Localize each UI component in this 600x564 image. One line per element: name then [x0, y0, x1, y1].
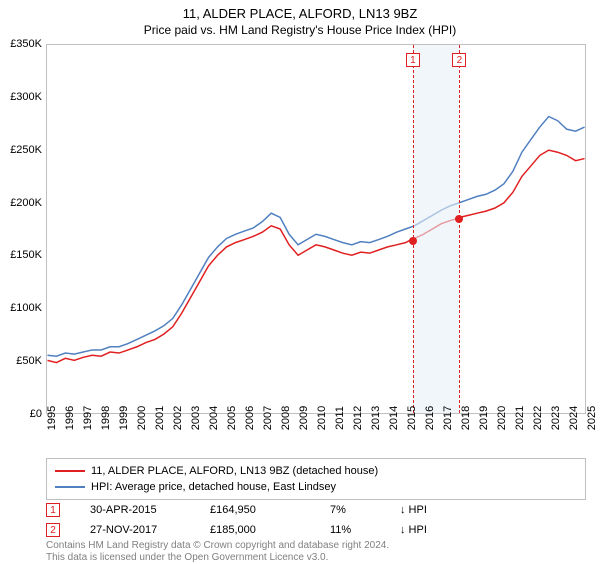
sale-price: £185,000: [210, 524, 300, 536]
plot-area: 12: [46, 44, 586, 414]
license-line-2: This data is licensed under the Open Gov…: [46, 552, 389, 564]
x-tick-label: 2015: [406, 406, 418, 430]
y-tick-label: £350K: [10, 38, 42, 50]
x-tick-label: 1997: [82, 406, 94, 430]
sale-vline: [459, 45, 460, 413]
chart-container: 11, ALDER PLACE, ALFORD, LN13 9BZ Price …: [0, 0, 600, 560]
sale-marker-box: 1: [406, 53, 420, 67]
sale-point-dot: [409, 237, 417, 245]
x-tick-label: 2004: [208, 406, 220, 430]
x-tick-label: 2011: [334, 406, 346, 430]
x-tick-label: 2006: [244, 406, 256, 430]
x-tick-label: 1999: [118, 406, 130, 430]
sales-table: 1 30-APR-2015 £164,950 7% ↓ HPI 2 27-NOV-2017 £…: [46, 500, 586, 540]
x-tick-label: 2023: [550, 406, 562, 430]
x-tick-label: 2002: [172, 406, 184, 430]
series-line: [47, 117, 584, 357]
chart-title: 11, ALDER PLACE, ALFORD, LN13 9BZ: [0, 0, 600, 23]
sale-row-marker: 1: [46, 503, 60, 517]
sale-pct: 11%: [330, 524, 370, 536]
x-tick-label: 2024: [568, 406, 580, 430]
x-tick-label: 2008: [280, 406, 292, 430]
chart-svg: [47, 45, 585, 413]
sale-row: 2 27-NOV-2017 £185,000 11% ↓ HPI: [46, 520, 586, 540]
x-tick-label: 1995: [46, 406, 58, 430]
x-tick-label: 2013: [370, 406, 382, 430]
sale-point-dot: [455, 215, 463, 223]
y-tick-label: £250K: [10, 144, 42, 156]
license-line-1: Contains HM Land Registry data © Crown c…: [46, 540, 389, 552]
sale-vline: [413, 45, 414, 413]
legend-swatch: [55, 486, 85, 488]
sale-row: 1 30-APR-2015 £164,950 7% ↓ HPI: [46, 500, 586, 520]
legend-label: HPI: Average price, detached house, East…: [91, 481, 336, 493]
legend-box: 11, ALDER PLACE, ALFORD, LN13 9BZ (detac…: [46, 458, 586, 500]
y-tick-label: £200K: [10, 197, 42, 209]
sale-note: ↓ HPI: [400, 524, 490, 536]
x-tick-label: 2019: [478, 406, 490, 430]
x-tick-label: 2001: [154, 406, 166, 430]
series-line: [47, 150, 584, 362]
x-tick-label: 2010: [316, 406, 328, 430]
legend-label: 11, ALDER PLACE, ALFORD, LN13 9BZ (detac…: [91, 465, 378, 477]
sale-marker-box: 2: [452, 53, 466, 67]
legend-swatch: [55, 470, 85, 472]
legend-item: HPI: Average price, detached house, East…: [55, 479, 577, 495]
y-tick-label: £100K: [10, 302, 42, 314]
sale-pct: 7%: [330, 504, 370, 516]
x-tick-label: 2025: [586, 406, 598, 430]
x-tick-label: 2012: [352, 406, 364, 430]
x-tick-label: 2003: [190, 406, 202, 430]
sale-date: 30-APR-2015: [90, 504, 180, 516]
y-tick-label: £300K: [10, 91, 42, 103]
sale-note: ↓ HPI: [400, 504, 490, 516]
x-tick-label: 2021: [514, 406, 526, 430]
x-tick-label: 2016: [424, 406, 436, 430]
x-tick-label: 2014: [388, 406, 400, 430]
y-tick-label: £0: [30, 408, 42, 420]
x-tick-label: 2022: [532, 406, 544, 430]
x-tick-label: 2017: [442, 406, 454, 430]
highlight-band: [413, 45, 459, 413]
y-tick-label: £150K: [10, 249, 42, 261]
legend-item: 11, ALDER PLACE, ALFORD, LN13 9BZ (detac…: [55, 463, 577, 479]
x-tick-label: 1996: [64, 406, 76, 430]
sale-price: £164,950: [210, 504, 300, 516]
x-tick-label: 2009: [298, 406, 310, 430]
sale-row-marker: 2: [46, 523, 60, 537]
x-tick-label: 2007: [262, 406, 274, 430]
x-tick-label: 1998: [100, 406, 112, 430]
x-tick-label: 2000: [136, 406, 148, 430]
x-tick-label: 2020: [496, 406, 508, 430]
x-tick-label: 2018: [460, 406, 472, 430]
sale-date: 27-NOV-2017: [90, 524, 180, 536]
chart-subtitle: Price paid vs. HM Land Registry's House …: [0, 23, 600, 41]
y-tick-label: £50K: [16, 355, 42, 367]
x-tick-label: 2005: [226, 406, 238, 430]
license-text: Contains HM Land Registry data © Crown c…: [46, 540, 389, 564]
